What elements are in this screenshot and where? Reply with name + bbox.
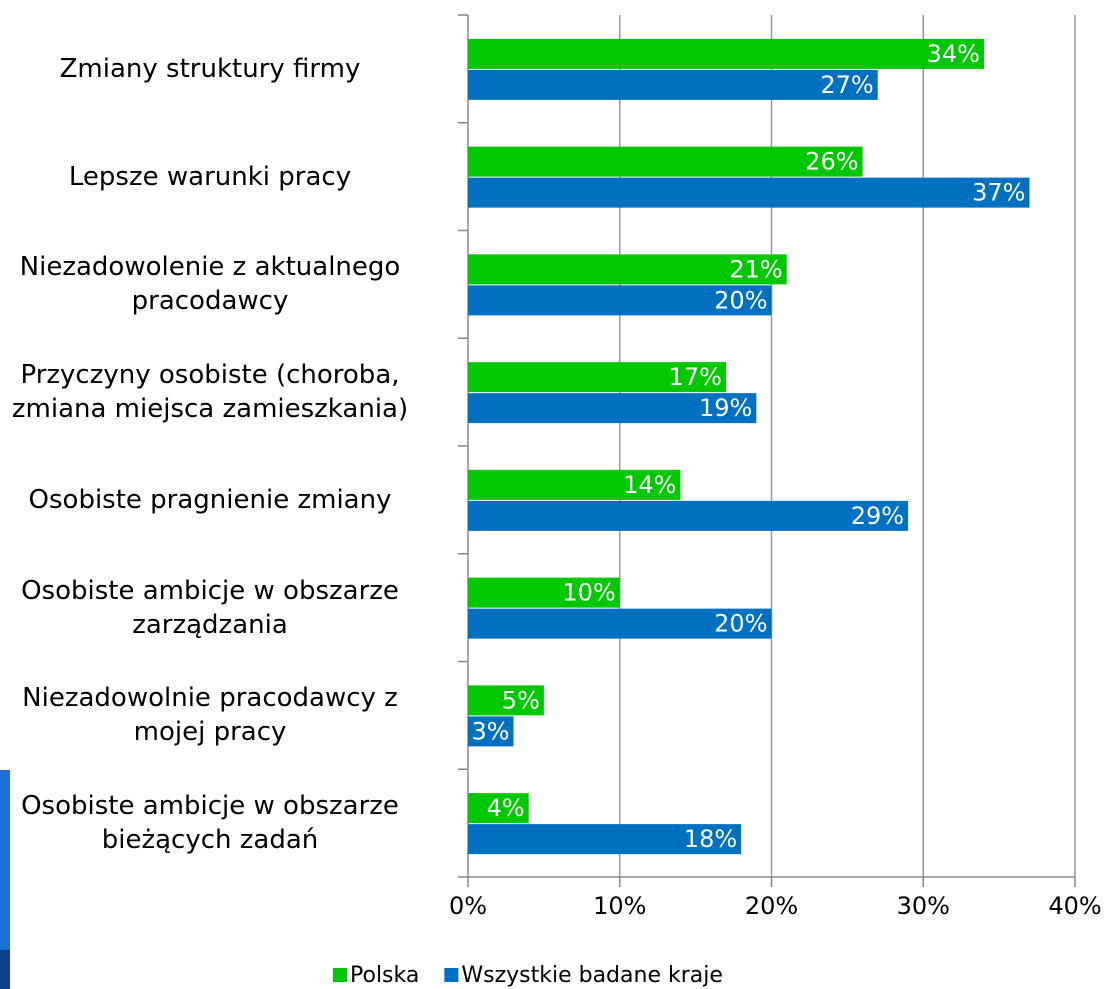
bar bbox=[468, 69, 878, 100]
bar bbox=[468, 362, 726, 393]
data-label: 5% bbox=[502, 686, 540, 714]
x-tick-label: 0% bbox=[449, 892, 487, 920]
category-label: Zmiany struktury firmy bbox=[59, 53, 361, 84]
legend-swatch bbox=[333, 968, 347, 982]
bar bbox=[468, 469, 681, 500]
data-label: 3% bbox=[471, 717, 509, 745]
category-label: Osobiste pragnienie zmiany bbox=[28, 484, 392, 515]
legend-swatch bbox=[444, 968, 459, 982]
bar bbox=[468, 685, 544, 716]
data-label: 17% bbox=[669, 363, 722, 391]
bar bbox=[468, 177, 1030, 208]
legend-label: Polska bbox=[350, 963, 419, 988]
x-tick-label: 20% bbox=[745, 892, 798, 920]
data-label: 20% bbox=[714, 286, 767, 314]
bar bbox=[468, 716, 514, 747]
bar bbox=[468, 393, 757, 424]
data-label: 37% bbox=[972, 179, 1025, 207]
bar bbox=[468, 608, 772, 639]
data-label: 4% bbox=[487, 794, 525, 822]
data-label: 26% bbox=[805, 148, 858, 176]
data-label: 34% bbox=[927, 40, 980, 68]
bar bbox=[468, 793, 529, 824]
bar bbox=[468, 824, 742, 855]
category-label: Niezadowolenie z aktualnego pracodawcy bbox=[19, 252, 401, 317]
data-label: 27% bbox=[820, 71, 873, 99]
category-label: Lepsze warunki pracy bbox=[68, 161, 352, 192]
bar bbox=[468, 146, 863, 177]
legend-label: Wszystkie badane kraje bbox=[461, 963, 723, 988]
data-label: 19% bbox=[699, 394, 752, 422]
category-label: Osobiste ambicje w obszarze bieżących za… bbox=[21, 791, 399, 856]
side-strip bbox=[0, 770, 10, 989]
bar bbox=[468, 577, 620, 608]
data-label: 18% bbox=[684, 825, 737, 853]
x-tick-label: 30% bbox=[897, 892, 950, 920]
bar bbox=[468, 500, 909, 531]
x-tick-label: 40% bbox=[1048, 892, 1101, 920]
bar bbox=[468, 254, 787, 285]
x-tick-label: 10% bbox=[593, 892, 646, 920]
category-label: Przyczyny osobiste (choroba, zmiana miej… bbox=[11, 360, 409, 425]
category-label: Niezadowolnie pracodawcy z mojej pracy bbox=[22, 683, 398, 748]
data-label: 29% bbox=[851, 502, 904, 530]
category-label: Osobiste ambicje w obszarze zarządzania bbox=[21, 575, 399, 640]
data-label: 21% bbox=[729, 255, 782, 283]
data-label: 14% bbox=[623, 471, 676, 499]
side-strip bbox=[0, 950, 10, 989]
data-label: 10% bbox=[562, 579, 615, 607]
bar bbox=[468, 285, 772, 316]
bar bbox=[468, 38, 984, 69]
data-label: 20% bbox=[714, 610, 767, 638]
